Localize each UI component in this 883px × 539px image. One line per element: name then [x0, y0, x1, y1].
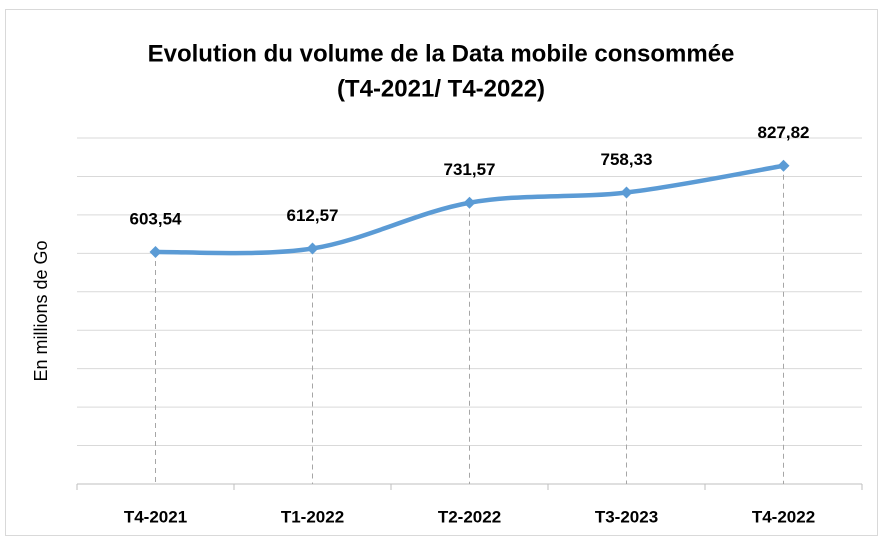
- x-tick-label: T3-2023: [595, 507, 658, 526]
- y-axis-label: En millions de Go: [31, 240, 51, 381]
- value-label: 827,82: [758, 123, 810, 142]
- marker: [306, 242, 319, 255]
- marker: [777, 159, 790, 172]
- chart-title: (T4-2021/ T4-2022): [337, 75, 545, 102]
- chart-frame: [5, 9, 878, 536]
- marker: [463, 196, 476, 209]
- value-label: 758,33: [601, 150, 653, 169]
- x-tick-label: T4-2021: [124, 507, 187, 526]
- x-tick-label: T2-2022: [438, 507, 501, 526]
- value-label: 612,57: [287, 206, 339, 225]
- x-tick-label: T4-2022: [752, 507, 815, 526]
- chart-title: Evolution du volume de la Data mobile co…: [148, 40, 735, 67]
- marker: [149, 245, 162, 258]
- value-label: 731,57: [444, 160, 496, 179]
- marker: [620, 186, 633, 199]
- x-tick-label: T1-2022: [281, 507, 344, 526]
- value-label: 603,54: [130, 209, 183, 228]
